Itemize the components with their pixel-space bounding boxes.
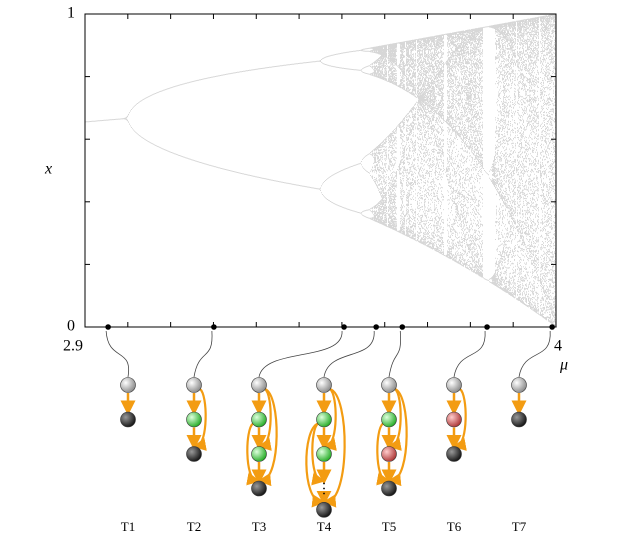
node — [186, 446, 202, 462]
plot-frame — [84, 13, 557, 328]
node — [120, 411, 136, 428]
skip-edge — [311, 422, 326, 486]
y-tick-label: 0 — [67, 318, 75, 335]
y-axis-label: x — [44, 161, 52, 178]
bifurcation-cloud — [85, 13, 557, 328]
tree-label: T5 — [382, 519, 396, 534]
skip-edge — [322, 387, 346, 508]
node — [446, 411, 462, 428]
node — [120, 377, 136, 393]
tree-label: T1 — [121, 519, 135, 534]
marker-dot — [399, 324, 406, 330]
connector — [258, 330, 343, 378]
node — [316, 377, 332, 393]
ellipsis-dot — [323, 487, 325, 490]
skip-edge — [257, 388, 272, 451]
skip-edge — [192, 388, 207, 451]
connector — [105, 330, 130, 378]
y-tick-label: 1 — [67, 5, 75, 22]
skip-edge — [452, 388, 467, 451]
skip-edge — [387, 388, 402, 451]
tree-label: T6 — [447, 519, 462, 534]
skip-edge — [322, 388, 337, 451]
ellipsis-dot — [323, 492, 325, 495]
node — [381, 377, 397, 393]
node — [381, 411, 397, 428]
tree-label: T2 — [187, 519, 201, 534]
connector — [323, 330, 375, 378]
marker-dot — [341, 324, 347, 330]
marker-dot — [105, 324, 111, 330]
tree-label: T4 — [317, 519, 332, 534]
marker-dot — [211, 324, 217, 330]
skip-edge — [257, 387, 278, 487]
x-axis-label: μ — [559, 357, 568, 374]
x-tick-label: 4 — [554, 338, 562, 355]
node — [186, 411, 202, 428]
node — [316, 501, 332, 518]
node — [511, 411, 527, 428]
node — [251, 377, 267, 393]
node — [251, 411, 267, 428]
ellipsis-dot — [323, 482, 325, 485]
node — [381, 480, 397, 497]
tree-label: T7 — [512, 519, 527, 534]
node — [381, 446, 397, 462]
marker-dot — [549, 324, 555, 330]
node — [446, 377, 462, 393]
skip-edge — [305, 422, 326, 508]
node — [511, 377, 527, 393]
marker-dot — [373, 324, 379, 330]
node — [251, 480, 267, 497]
x-tick-label: 2.9 — [63, 338, 83, 355]
node — [316, 411, 332, 428]
node — [186, 377, 202, 393]
node — [446, 446, 462, 462]
node — [316, 446, 332, 462]
tree-label: T3 — [252, 519, 266, 534]
connector — [388, 330, 401, 378]
node — [251, 446, 267, 462]
skip-edge — [376, 422, 391, 486]
connector — [518, 330, 551, 378]
skip-edge — [387, 387, 408, 487]
connector — [453, 330, 486, 378]
connector — [193, 330, 213, 378]
skip-edge — [246, 422, 261, 486]
marker-dot — [484, 324, 490, 330]
